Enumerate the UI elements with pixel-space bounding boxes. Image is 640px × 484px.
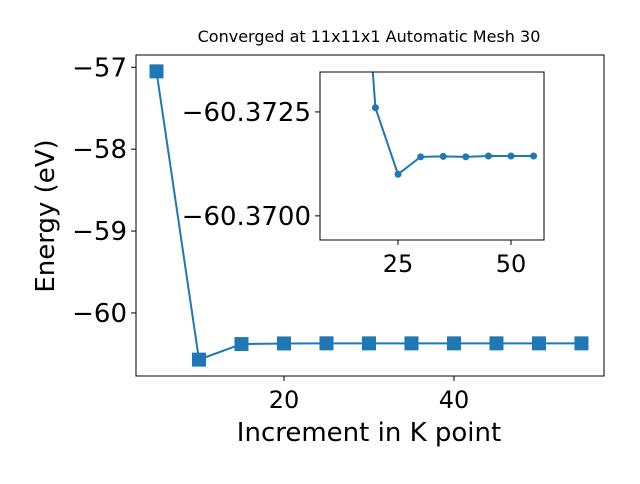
axes-frame <box>319 71 545 241</box>
marker <box>531 336 546 351</box>
marker <box>276 336 291 351</box>
marker <box>149 64 164 79</box>
y-tick-label: −60.3725 <box>182 98 311 128</box>
y-tick-label: −59 <box>72 217 127 247</box>
marker <box>319 336 334 351</box>
marker <box>191 352 206 367</box>
y-tick-label: −60 <box>72 299 127 329</box>
marker <box>439 152 447 160</box>
marker <box>574 336 589 351</box>
marker <box>462 153 470 161</box>
marker <box>234 337 249 352</box>
x-tick-label: 50 <box>496 250 527 278</box>
x-tick-label: 40 <box>439 386 470 414</box>
marker <box>417 153 425 161</box>
x-tick-label: 25 <box>383 250 414 278</box>
x-axis-label: Increment in K point <box>237 418 501 448</box>
plot-group <box>371 72 538 178</box>
plot-group <box>149 64 589 367</box>
y-tick-label: −58 <box>72 135 127 165</box>
marker <box>404 336 419 351</box>
marker <box>530 152 538 160</box>
marker <box>394 170 402 178</box>
marker <box>371 104 379 112</box>
marker <box>484 152 492 160</box>
marker <box>361 336 376 351</box>
marker <box>446 336 461 351</box>
y-tick-label: −60.3700 <box>182 202 311 232</box>
axes-frame <box>135 54 605 377</box>
x-tick-label: 20 <box>269 386 300 414</box>
marker <box>489 336 504 351</box>
y-tick-label: −57 <box>72 53 127 83</box>
marker <box>507 152 515 160</box>
y-axis-label: Energy (eV) <box>31 139 61 292</box>
chart-title: Converged at 11x11x1 Automatic Mesh 30 <box>198 27 541 46</box>
